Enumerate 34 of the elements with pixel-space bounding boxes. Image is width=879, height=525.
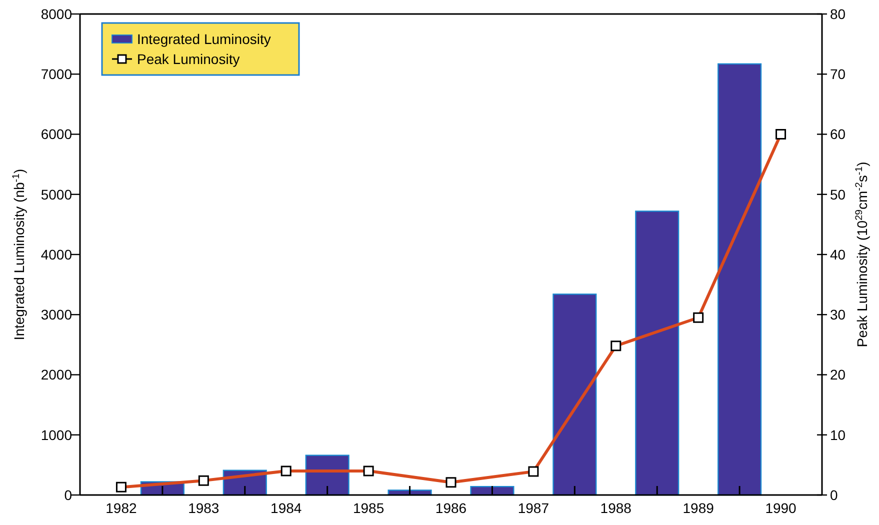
- y-tick-label: 5000: [40, 186, 72, 202]
- bar: [718, 63, 762, 496]
- legend-label: Peak Luminosity: [137, 50, 240, 67]
- x-tick-label: 1987: [518, 500, 550, 516]
- bar: [552, 294, 597, 496]
- bar: [470, 486, 514, 496]
- x-tick-label: 1986: [435, 500, 467, 516]
- y2-tick-label: 0: [830, 486, 838, 503]
- y2-tick-label: 50: [830, 186, 846, 202]
- y-tick-label: 8000: [40, 6, 72, 22]
- y-tick-label: 0: [64, 486, 72, 503]
- y-tick-label: 1000: [40, 426, 72, 443]
- y2-tick-label: 10: [830, 426, 846, 443]
- y-tick-label: 3000: [40, 306, 72, 323]
- y-tick-label: 6000: [40, 126, 72, 142]
- x-tick-label: 1982: [106, 500, 137, 516]
- y-tick-label: 2000: [40, 366, 72, 383]
- y2-tick-label: 30: [830, 306, 846, 323]
- legend-label: Integrated Luminosity: [137, 30, 271, 47]
- y2-tick-label: 40: [830, 246, 846, 262]
- y2-tick-label: 70: [830, 66, 846, 82]
- y-tick-label: 7000: [40, 66, 72, 82]
- y2-tick-label: 20: [830, 366, 846, 383]
- x-tick-label: 1988: [600, 500, 632, 516]
- y2-tick-label: 80: [830, 6, 846, 22]
- bar: [305, 454, 350, 496]
- y2-tick-label: 60: [830, 126, 846, 142]
- x-tick-label: 1990: [765, 500, 797, 516]
- x-tick-label: 1985: [352, 500, 384, 516]
- x-tick-label: 1983: [188, 500, 220, 516]
- x-tick-label: 1989: [682, 500, 714, 516]
- y-tick-label: 4000: [40, 246, 72, 262]
- x-tick-label: 1984: [270, 500, 302, 516]
- bar: [635, 210, 680, 496]
